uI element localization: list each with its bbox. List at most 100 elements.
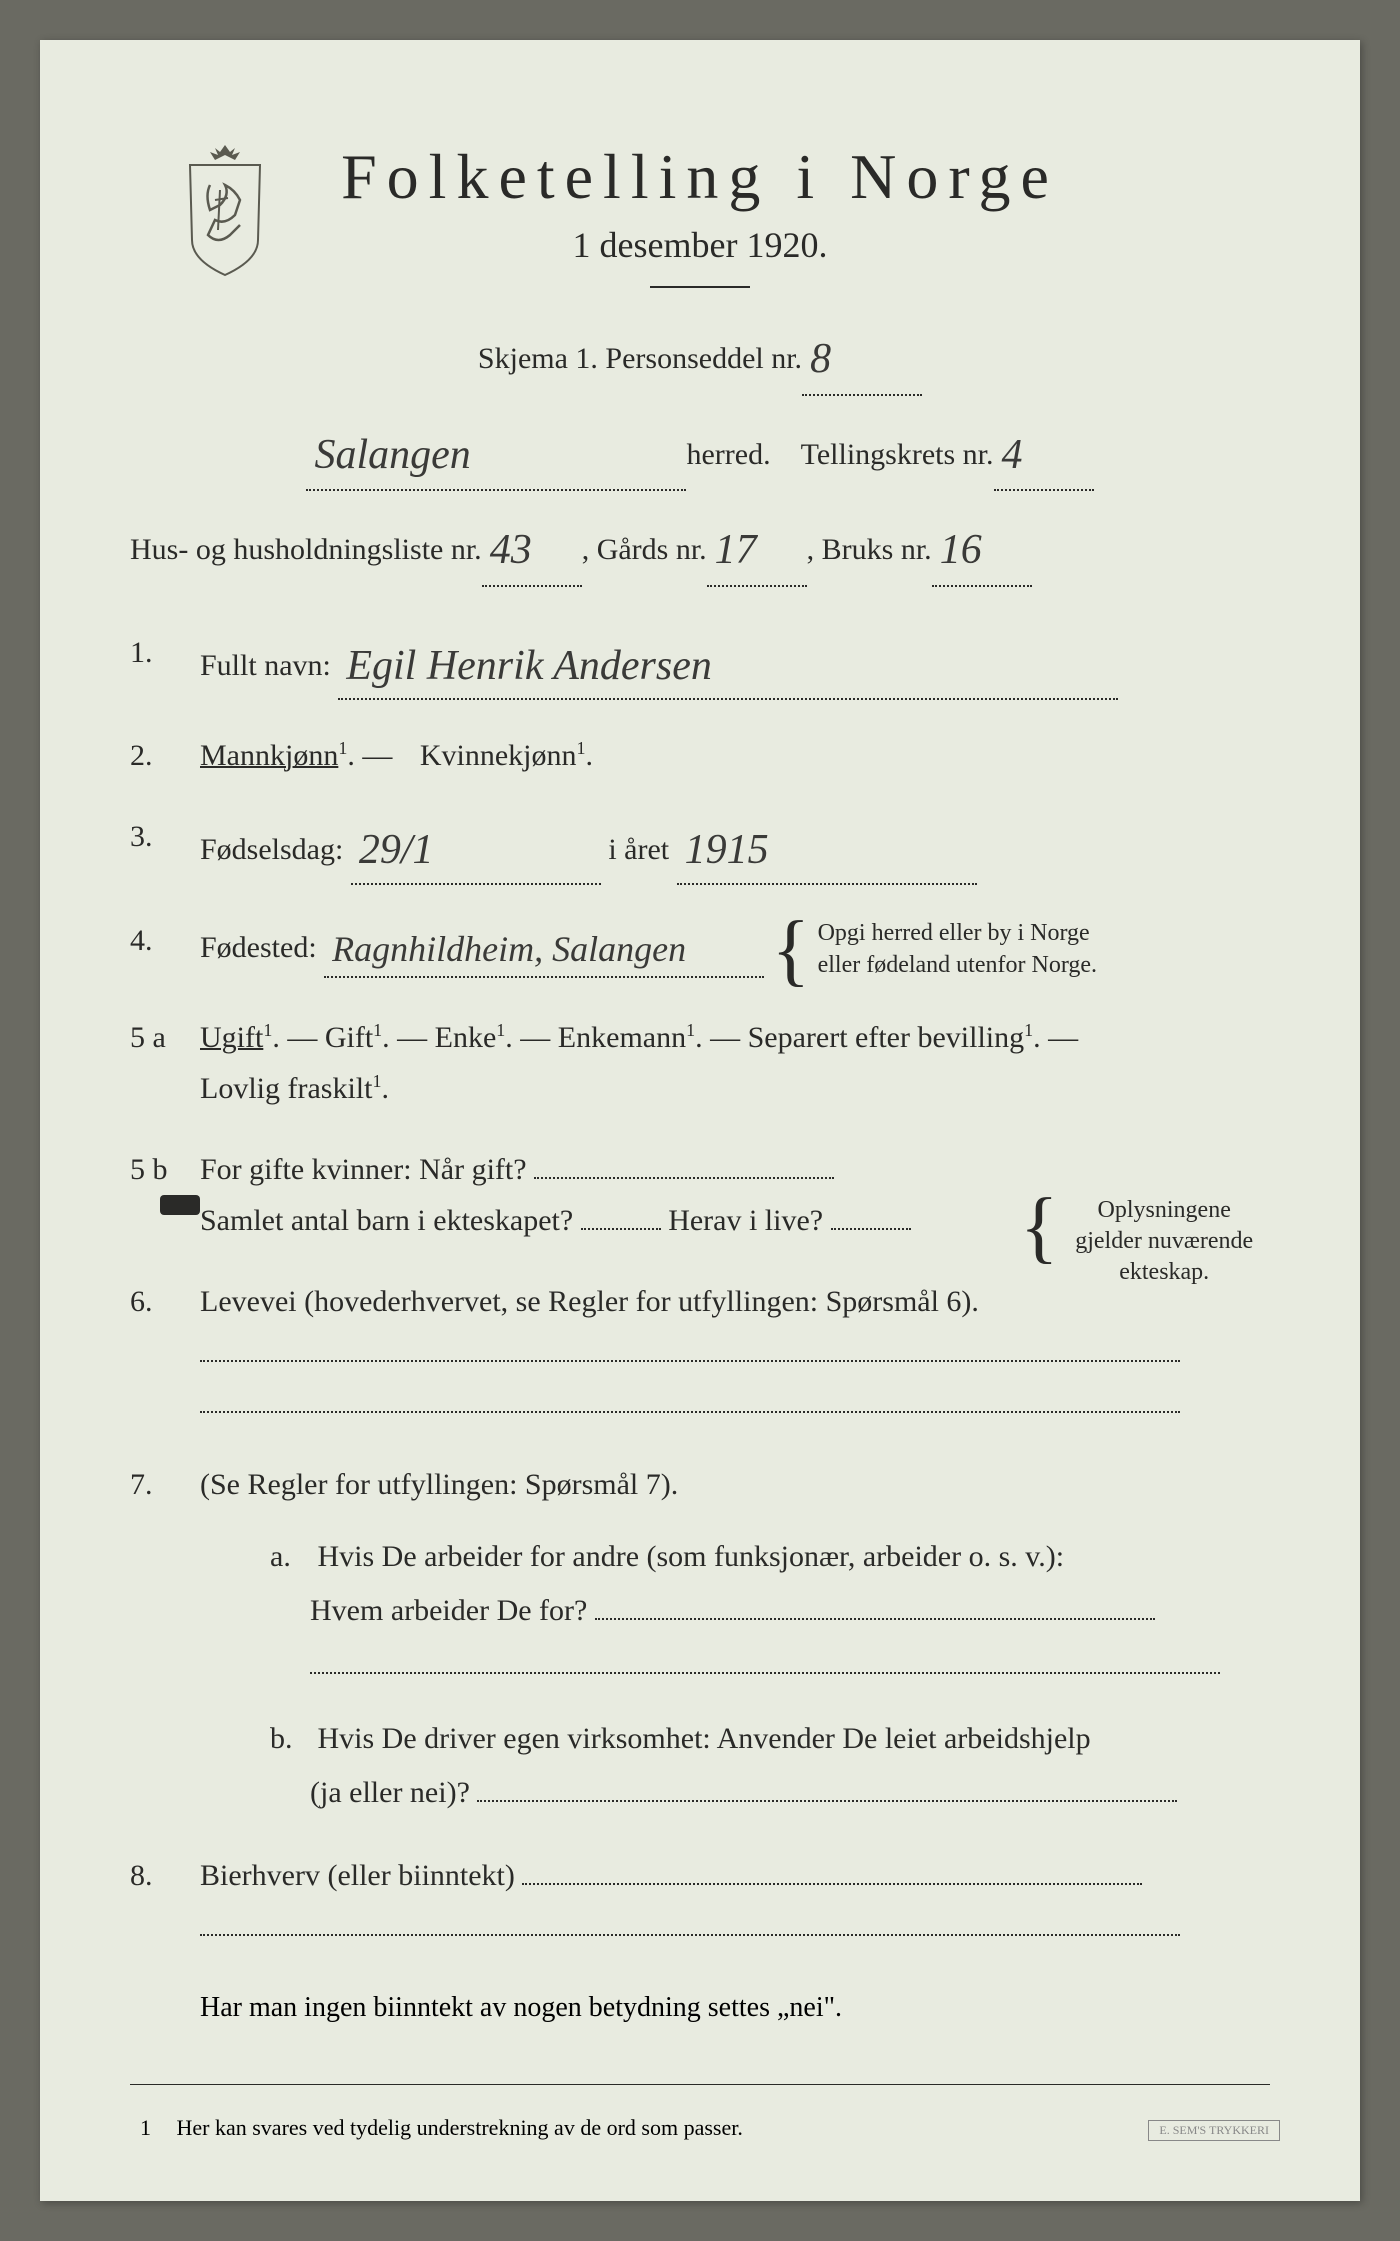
footnote: 1 Her kan svares ved tydelig understrekn…	[130, 2115, 1270, 2141]
birthyear-field: 1915	[677, 811, 977, 884]
item-4-note: Opgi herred eller by i Norge eller fødel…	[818, 918, 1097, 980]
ink-smudge	[160, 1195, 200, 1215]
bruks-label: , Bruks nr.	[807, 523, 932, 577]
hus-field: 43	[482, 509, 582, 587]
employer-field-2	[310, 1644, 1220, 1674]
footer-divider	[130, 2084, 1270, 2095]
bruks-field: 16	[932, 509, 1032, 587]
birthyear-value: 1915	[685, 827, 769, 873]
birthday-value: 29/1	[359, 827, 434, 873]
item-3: 3. Fødselsdag: 29/1 i året 1915	[130, 811, 1270, 884]
item-8-label: Bierhverv (eller biinntekt)	[200, 1859, 515, 1892]
item-5b-label2: Samlet antal barn i ekteskapet?	[200, 1204, 573, 1237]
item-5b-label3: Herav i live?	[668, 1204, 823, 1237]
item-7b-text2: (ja eller nei)?	[310, 1776, 470, 1809]
item-3-label1: Fødselsdag:	[200, 833, 343, 866]
document-date: 1 desember 1920.	[130, 224, 1270, 266]
marriage-year-field	[534, 1177, 834, 1179]
personseddel-field: 8	[802, 318, 922, 396]
item-6: 6. Levevei (hovederhvervet, se Regler fo…	[130, 1276, 1270, 1429]
item-7a: a. Hvis De arbeider for andre (som funks…	[270, 1530, 1270, 1692]
hired-help-field	[477, 1800, 1177, 1802]
item-7a-text1: Hvis De arbeider for andre (som funksjon…	[318, 1540, 1065, 1573]
item-5b: 5 b For gifte kvinner: Når gift? Samlet …	[130, 1144, 1270, 1246]
brace-icon: {	[772, 918, 810, 982]
herred-label: herred.	[686, 428, 770, 482]
occupation-field-1	[200, 1332, 1180, 1362]
form-items: 1. Fullt navn: Egil Henrik Andersen 2. M…	[130, 627, 1270, 1952]
footnote-number: 1	[140, 2115, 151, 2140]
hus-label: Hus- og husholdningsliste nr.	[130, 523, 482, 577]
krets-label: Tellingskrets nr.	[801, 428, 994, 482]
gards-value: 17	[715, 527, 757, 573]
item-7a-letter: a.	[270, 1530, 310, 1584]
opt-gift: Gift	[325, 1021, 373, 1054]
item-8: 8. Bierhverv (eller biinntekt)	[130, 1850, 1270, 1952]
item-3-number: 3.	[130, 811, 153, 862]
header-divider	[650, 286, 750, 288]
side-income-field	[522, 1883, 1142, 1885]
item-2-male: Mannkjønn	[200, 739, 338, 772]
side-income-field-2	[200, 1906, 1180, 1936]
opt-enkemann: Enkemann	[558, 1021, 686, 1054]
item-4: 4. Fødested: Ragnhildheim, Salangen { Op…	[130, 915, 1270, 982]
item-1: 1. Fullt navn: Egil Henrik Andersen	[130, 627, 1270, 700]
item-5a: 5 a Ugift1. — Gift1. — Enke1. — Enkemann…	[130, 1012, 1270, 1114]
opt-fraskilt: Lovlig fraskilt	[200, 1072, 372, 1105]
birthday-field: 29/1	[351, 811, 601, 884]
herred-field: Salangen	[306, 414, 686, 492]
item-5b-note: Oplysningene gjelder nuværende ekteskap.	[1075, 1195, 1253, 1289]
footnote-text: Her kan svares ved tydelig understreknin…	[177, 2115, 743, 2140]
crest-svg	[170, 140, 280, 280]
item-3-label2: i året	[608, 833, 669, 866]
occupation-field-2	[200, 1383, 1180, 1413]
birthplace-field: Ragnhildheim, Salangen	[324, 915, 764, 978]
item-4-number: 4.	[130, 915, 153, 966]
item-2-number: 2.	[130, 730, 153, 781]
item-5b-number: 5 b	[130, 1144, 168, 1195]
footer-note: Har man ingen biinntekt av nogen betydni…	[130, 1992, 1270, 2024]
birthplace-value: Ragnhildheim, Salangen	[332, 929, 686, 969]
herred-line: Salangen herred. Tellingskrets nr. 4	[130, 414, 1270, 492]
item-2-female: Kvinnekjønn	[420, 739, 577, 772]
children-alive-field	[831, 1228, 911, 1230]
item-6-number: 6.	[130, 1276, 153, 1327]
krets-value: 4	[1002, 432, 1023, 478]
item-2: 2. Mannkjønn1. — Kvinnekjønn1.	[130, 730, 1270, 781]
employer-field	[595, 1618, 1155, 1620]
children-total-field	[581, 1228, 661, 1230]
document-header: Folketelling i Norge 1 desember 1920.	[130, 140, 1270, 288]
bruks-value: 16	[940, 527, 982, 573]
krets-field: 4	[994, 414, 1094, 492]
item-5b-note-block: { Oplysningene gjelder nuværende ekteska…	[1020, 1195, 1270, 1289]
item-7a-text2: Hvem arbeider De for?	[310, 1594, 587, 1627]
name-field: Egil Henrik Andersen	[338, 627, 1118, 700]
hus-line: Hus- og husholdningsliste nr. 43 , Gårds…	[130, 509, 1270, 587]
item-5b-label1: For gifte kvinner: Når gift?	[200, 1153, 527, 1186]
item-5a-number: 5 a	[130, 1012, 166, 1063]
census-form-document: Folketelling i Norge 1 desember 1920. Sk…	[40, 40, 1360, 2201]
schema-line: Skjema 1. Personseddel nr. 8	[130, 318, 1270, 396]
norway-crest-icon	[170, 140, 280, 280]
item-7: 7. (Se Regler for utfyllingen: Spørsmål …	[130, 1459, 1270, 1820]
personseddel-value: 8	[810, 336, 831, 382]
schema-label: Skjema 1. Personseddel nr.	[478, 332, 802, 386]
herred-value: Salangen	[314, 432, 470, 478]
gards-field: 17	[707, 509, 807, 587]
document-title: Folketelling i Norge	[130, 140, 1270, 214]
item-1-number: 1.	[130, 627, 153, 678]
opt-enke: Enke	[435, 1021, 497, 1054]
name-value: Egil Henrik Andersen	[346, 643, 712, 689]
item-4-label: Fødested:	[200, 931, 317, 964]
gards-label: , Gårds nr.	[582, 523, 707, 577]
item-7-number: 7.	[130, 1459, 153, 1510]
item-7b-text1: Hvis De driver egen virksomhet: Anvender…	[318, 1722, 1091, 1755]
item-8-number: 8.	[130, 1850, 153, 1901]
opt-ugift: Ugift	[200, 1021, 263, 1054]
item-7b-letter: b.	[270, 1712, 310, 1766]
item-6-text: Levevei (hovederhvervet, se Regler for u…	[200, 1285, 979, 1318]
item-7b: b. Hvis De driver egen virksomhet: Anven…	[270, 1712, 1270, 1820]
item-7-text: (Se Regler for utfyllingen: Spørsmål 7).	[200, 1468, 678, 1501]
printer-stamp: E. SEM'S TRYKKERI	[1148, 2120, 1280, 2141]
opt-separert: Separert efter bevilling	[748, 1021, 1025, 1054]
